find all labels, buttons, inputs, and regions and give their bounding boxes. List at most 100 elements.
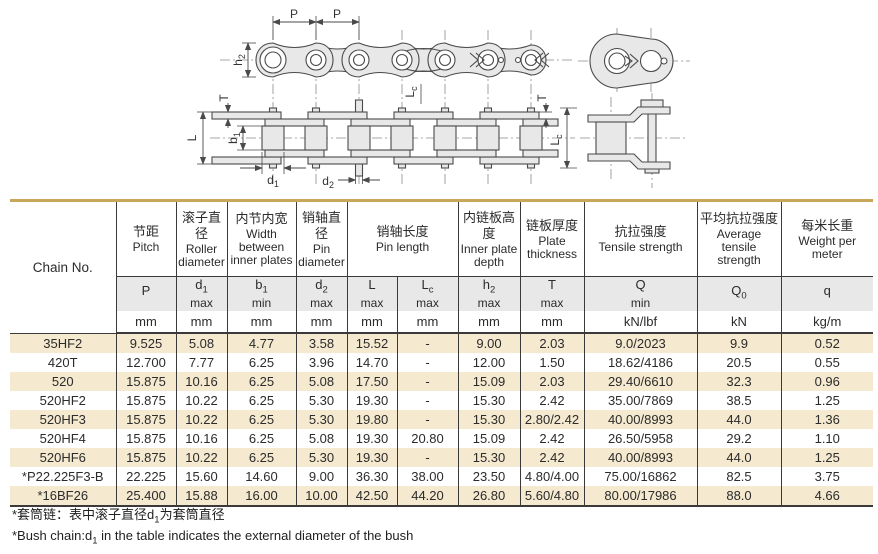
cell-chain-no: *16BF26: [10, 486, 117, 506]
unit-cell: mm: [296, 311, 348, 334]
symbol-b1: b1 min: [227, 276, 297, 311]
cell: 29.2: [697, 429, 782, 448]
cell: 15.875: [116, 410, 177, 429]
col-header-weight-per-meter: 每米长重 Weight per meter: [781, 200, 873, 277]
table-row: 520HF4 15.875 10.16 6.25 5.08 19.30 20.80 15.09…: [10, 429, 873, 448]
chain-plan-view: [211, 99, 559, 177]
header-row-names: Chain No. 节距 Pitch 滚子直径 Roller diameter 内节…: [10, 200, 873, 334]
table-row: 520HF3 15.875 10.22 6.25 5.30 19.80-15.30 2.80…: [10, 410, 873, 429]
cell: 38.5: [697, 391, 782, 410]
col-header-pin-length: 销轴长度 Pin length: [347, 200, 459, 277]
chain-spec-table: Chain No. 节距 Pitch 滚子直径 Roller diameter 内节…: [10, 199, 873, 507]
cell: 19.80: [347, 410, 398, 429]
dimension-lines: P P h2 L T b1 Lc: [185, 7, 577, 190]
cell: 9.00: [296, 467, 348, 486]
cell: 6.25: [227, 391, 297, 410]
cell: 2.42: [520, 448, 585, 467]
cell: 15.09: [458, 429, 521, 448]
dim-label-t-right: T: [535, 94, 549, 102]
cell: 35.00/7869: [584, 391, 698, 410]
cell: 25.400: [116, 486, 177, 506]
table-row: *P22.225F3-B 22.225 15.60 14.60 9.00 36.30 38.…: [10, 467, 873, 486]
cell: 6.25: [227, 448, 297, 467]
cell: -: [397, 353, 459, 372]
cell: 22.225: [116, 467, 177, 486]
cell: 2.42: [520, 391, 585, 410]
cell: 3.75: [814, 469, 840, 484]
cell: 15.875: [116, 429, 177, 448]
unit-cell: kN/lbf: [584, 311, 698, 334]
cell: 80.00/17986: [584, 486, 698, 506]
cell: 7.77: [176, 353, 228, 372]
symbol-lc: Lc max: [397, 276, 459, 311]
cell: 20.80: [397, 429, 459, 448]
unit-cell: mm: [458, 311, 521, 334]
offset-link-side-view: [587, 99, 671, 174]
cell: 44.0: [697, 448, 782, 467]
cell: -: [397, 448, 459, 467]
cell: 5.08: [296, 372, 348, 391]
cell: 10.16: [176, 429, 228, 448]
cell: 15.88: [176, 486, 228, 506]
cell: 19.30: [347, 391, 398, 410]
cell: 1.25: [814, 450, 840, 465]
cell: 23.50: [458, 467, 521, 486]
cell: 4.80/4.00: [520, 467, 585, 486]
cell: 1.36: [814, 412, 840, 427]
col-header-chain-no: Chain No.: [10, 200, 117, 334]
cell: 9.0/2023: [584, 333, 698, 353]
cell: 88.0: [697, 486, 782, 506]
cell: 15.09: [458, 372, 521, 391]
cell: 4.66: [814, 488, 840, 503]
cell: 2.03: [520, 372, 585, 391]
unit-cell: mm: [520, 311, 585, 334]
symbol-p: P: [116, 276, 177, 311]
dim-label-d1: d1: [267, 173, 279, 189]
cell: 75.00/16862: [584, 467, 698, 486]
cell: 15.52: [347, 333, 398, 353]
cell-chain-no: 35HF2: [10, 333, 117, 353]
offset-link-top-view: [589, 33, 674, 89]
unit-cell: mm: [347, 311, 398, 334]
dim-label-p1: P: [290, 7, 298, 21]
chain-side-view: [255, 42, 550, 78]
table-row: 35HF2 9.525 5.08 4.77 3.58 15.52-9.00 2.03 9.0/…: [10, 333, 873, 353]
symbol-q: q: [781, 276, 873, 311]
cell: 5.30: [296, 448, 348, 467]
cell: 36.30: [347, 467, 398, 486]
cell-chain-no: 520HF2: [10, 391, 117, 410]
cell: 5.08: [176, 333, 228, 353]
cell: 16.00: [227, 486, 297, 506]
dim-label-t-left: T: [217, 94, 231, 102]
cell: 10.22: [176, 410, 228, 429]
dim-label-b1: b1: [226, 132, 242, 144]
cell: 82.5: [697, 467, 782, 486]
cell: 14.70: [347, 353, 398, 372]
cell: 2.80/2.42: [520, 410, 585, 429]
cell: 38.00: [397, 467, 459, 486]
cell: 17.50: [347, 372, 398, 391]
col-header-inner-width: 内节内宽 Width between inner plates: [227, 200, 297, 277]
cell: 15.30: [458, 448, 521, 467]
dim-label-p2: P: [333, 7, 341, 21]
cell: 3.96: [296, 353, 348, 372]
cell: 12.700: [116, 353, 177, 372]
col-header-inner-plate-depth: 内链板高度 Inner plate depth: [458, 200, 521, 277]
cell: -: [397, 410, 459, 429]
footnote-zh: *套筒链：表中滚子直径d1为套筒直径: [12, 507, 225, 526]
cell: 32.3: [697, 372, 782, 391]
unit-cell: mm: [397, 311, 459, 334]
cell: 6.25: [227, 410, 297, 429]
cell: 6.25: [227, 353, 297, 372]
dim-label-d2: d2: [322, 174, 334, 190]
dim-label-h2: h2: [231, 54, 247, 66]
cell: -: [397, 333, 459, 353]
cell: 42.50: [347, 486, 398, 506]
symbol-q0: Q0: [697, 276, 782, 311]
dim-label-lc-side: Lc: [548, 134, 564, 146]
